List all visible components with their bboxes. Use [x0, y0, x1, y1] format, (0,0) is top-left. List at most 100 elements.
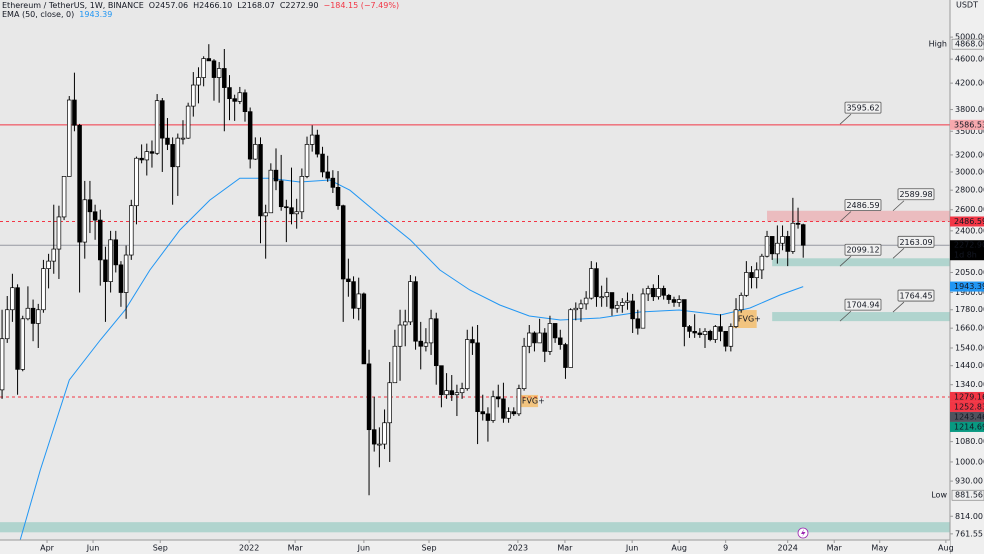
candle-body — [402, 321, 408, 326]
price-badge-label: 1943.39 — [954, 282, 984, 291]
candle-body — [325, 171, 330, 179]
header-change: −184.15 (−7.49%) — [323, 1, 399, 10]
candle-body — [464, 339, 470, 390]
candle-body — [599, 296, 604, 299]
candle-body — [320, 153, 325, 173]
ema-name: EMA (50, close, 0) — [2, 10, 74, 19]
candle-body — [620, 302, 625, 306]
candle-body — [387, 382, 392, 424]
candle-body — [728, 326, 734, 347]
candle-body — [682, 299, 687, 327]
x-tick-label: May — [871, 544, 888, 553]
candle-body — [418, 340, 423, 347]
candle-body — [754, 269, 759, 279]
x-tick-label: Jun — [625, 544, 639, 553]
price-badge-label: 2486.59 — [954, 217, 984, 226]
callout-pointer — [839, 113, 852, 125]
candle-body — [0, 338, 5, 391]
y-tick-label: 1540.00 — [955, 343, 984, 352]
candle-body — [625, 300, 630, 303]
candle-body — [351, 281, 356, 309]
zone — [767, 210, 950, 222]
candle-body — [51, 248, 57, 262]
y-tick-label: 814.00 — [955, 512, 983, 521]
candle-body — [67, 99, 72, 177]
candle-body — [718, 326, 723, 332]
candle-body — [790, 222, 796, 252]
candle-body — [676, 299, 682, 303]
price-badge-label: 3586.53 — [954, 120, 984, 129]
candle-body — [377, 443, 382, 446]
candle-body — [439, 365, 444, 396]
candle-body — [278, 180, 284, 208]
x-tick-label: 9 — [723, 544, 728, 553]
candle-body — [72, 99, 77, 126]
candle-body — [609, 292, 615, 309]
candle-body — [413, 281, 418, 342]
price-badge — [950, 391, 984, 402]
candle-body — [185, 105, 191, 139]
x-tick-label: Mar — [827, 544, 843, 553]
y-tick-label: 761.55 — [955, 529, 983, 538]
header-symbol: Ethereum / TetherUS, 1W, BINANCE — [2, 1, 144, 10]
zone — [0, 522, 950, 533]
candle-body — [687, 326, 692, 332]
currency-label: USDT — [956, 1, 978, 10]
candle-body — [583, 297, 589, 305]
candle-body — [237, 92, 243, 102]
candle-body — [30, 307, 36, 324]
candle-body — [263, 212, 268, 217]
y-tick-label: 1780.00 — [955, 305, 984, 314]
y-tick-label: 2050.00 — [955, 268, 984, 277]
candle-body — [795, 222, 801, 225]
candle-body — [258, 144, 263, 217]
candle-body — [371, 429, 377, 445]
candle-body — [273, 169, 279, 182]
y-tick-label: 1900.00 — [955, 288, 984, 297]
ema-line — [19, 177, 804, 541]
candle-body — [165, 137, 170, 145]
candle-body — [206, 58, 212, 62]
chart-header: Ethereum / TetherUS, 1W, BINANCE O2457.06… — [2, 1, 399, 10]
candle-body — [170, 144, 175, 168]
candle-body — [309, 134, 315, 145]
candle-body — [289, 207, 294, 215]
candle-body — [764, 236, 770, 257]
x-tick-label: Aug — [671, 544, 687, 553]
high-badge — [951, 38, 984, 50]
candle-body — [423, 342, 429, 347]
price-badge — [950, 401, 984, 412]
candle-body — [433, 318, 439, 367]
candle-body — [61, 176, 67, 218]
header-open: O2457.06 — [149, 1, 188, 10]
callout-box — [844, 298, 882, 311]
fvg-box — [732, 310, 757, 329]
callout-box — [897, 188, 935, 201]
candle-body — [196, 77, 201, 86]
y-tick-label: 3000.00 — [955, 167, 984, 176]
candle-body — [315, 134, 320, 155]
candle-body — [780, 236, 785, 244]
candle-body — [361, 293, 367, 365]
candle-body — [552, 323, 558, 339]
callout-box — [897, 235, 935, 248]
price-badge-label: 1243.46 — [954, 412, 984, 421]
candle-body — [118, 264, 124, 293]
price-badge — [950, 119, 984, 130]
price-badge — [950, 411, 984, 422]
candle-body — [15, 287, 20, 370]
candle-body — [635, 318, 641, 329]
candle-body — [542, 332, 548, 352]
candle-body — [671, 299, 677, 303]
candle-body — [640, 293, 646, 329]
x-tick-label: Mar — [557, 544, 573, 553]
candle-body — [41, 268, 46, 311]
candle-body — [191, 84, 196, 107]
callout-pointer — [839, 255, 852, 267]
candle-body — [656, 288, 661, 298]
candle-body — [428, 318, 434, 344]
candle-body — [614, 304, 620, 309]
price-axis — [950, 0, 984, 554]
candle-body — [769, 236, 775, 255]
